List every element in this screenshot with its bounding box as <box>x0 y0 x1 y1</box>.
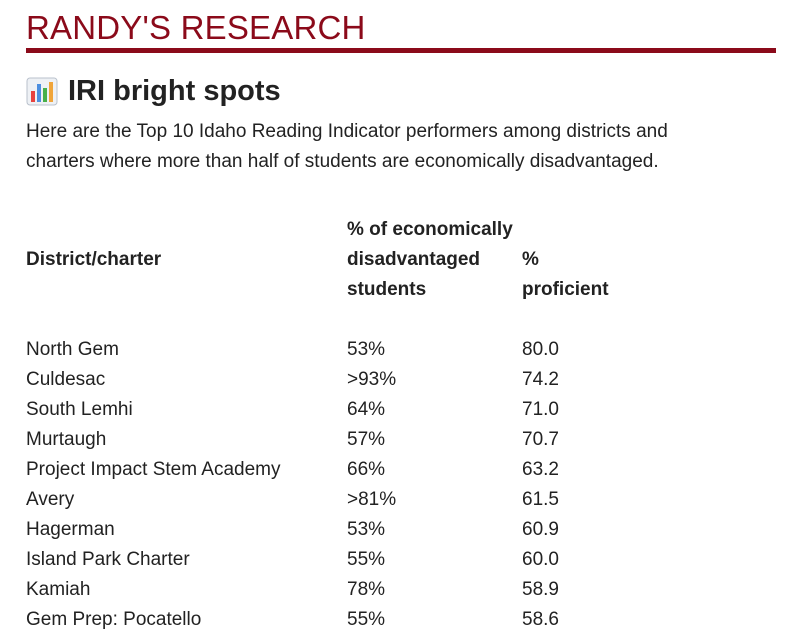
table-row: Hagerman 53% 60.9 <box>26 515 672 545</box>
cell-disadvantaged: >93% <box>347 369 397 390</box>
cell-district: North Gem <box>26 339 119 360</box>
table-row: Kamiah 78% 58.9 <box>26 575 672 605</box>
cell-disadvantaged: 66% <box>347 459 386 480</box>
cell-district: South Lemhi <box>26 399 133 420</box>
cell-proficient: 80.0 <box>522 339 559 360</box>
cell-proficient: 58.6 <box>522 609 559 630</box>
table-spacer-row <box>26 305 672 335</box>
table-body: North Gem 53% 80.0 Culdesac >93% 74.2 So… <box>26 335 672 635</box>
article-container: RANDY'S RESEARCH IRI bright spots Here a… <box>26 0 776 635</box>
cell-proficient: 60.9 <box>522 519 559 540</box>
cell-proficient: 70.7 <box>522 429 559 450</box>
cell-proficient: 61.5 <box>522 489 559 510</box>
cell-proficient: 71.0 <box>522 399 559 420</box>
intro-paragraph: Here are the Top 10 Idaho Reading Indica… <box>26 121 668 172</box>
bar-chart-icon <box>26 77 58 106</box>
table-row: Murtaugh 57% 70.7 <box>26 425 672 455</box>
table-row: Gem Prep: Pocatello 55% 58.6 <box>26 605 672 635</box>
cell-district: Island Park Charter <box>26 549 190 570</box>
cell-district: Murtaugh <box>26 429 107 450</box>
header-proficient: % proficient <box>522 215 672 305</box>
table-row: Project Impact Stem Academy 66% 63.2 <box>26 455 672 485</box>
cell-district: Project Impact Stem Academy <box>26 459 281 480</box>
cell-district: Hagerman <box>26 519 115 540</box>
cell-disadvantaged: 55% <box>347 549 386 570</box>
table-row: Culdesac >93% 74.2 <box>26 365 672 395</box>
cell-proficient: 60.0 <box>522 549 559 570</box>
cell-district: Kamiah <box>26 579 91 600</box>
header-proficient-spacer <box>522 215 672 245</box>
cell-district: Culdesac <box>26 369 106 390</box>
header-disadvantaged: % of economically disadvantaged students <box>347 215 522 305</box>
table-row: South Lemhi 64% 71.0 <box>26 395 672 425</box>
cell-disadvantaged: 53% <box>347 519 386 540</box>
table-row: Island Park Charter 55% 60.0 <box>26 545 672 575</box>
site-banner: RANDY'S RESEARCH <box>26 0 776 53</box>
table-row: Avery >81% 61.5 <box>26 485 672 515</box>
cell-proficient: 74.2 <box>522 369 559 390</box>
cell-disadvantaged: 53% <box>347 339 386 360</box>
header-disadvantaged-line1: % of economically <box>347 219 513 240</box>
cell-district: Avery <box>26 489 75 510</box>
cell-proficient: 58.9 <box>522 579 559 600</box>
header-disadvantaged-line2: disadvantaged <box>347 249 481 270</box>
cell-proficient: 63.2 <box>522 459 559 480</box>
page-title: IRI bright spots <box>68 75 281 107</box>
cell-district: Gem Prep: Pocatello <box>26 609 202 630</box>
header-proficient-line2: proficient <box>522 279 609 300</box>
header-district: District/charter <box>26 249 162 270</box>
cell-disadvantaged: 55% <box>347 609 386 630</box>
cell-disadvantaged: 64% <box>347 399 386 420</box>
table-row: North Gem 53% 80.0 <box>26 335 672 365</box>
cell-disadvantaged: >81% <box>347 489 397 510</box>
header-disadvantaged-line3: students <box>347 279 427 300</box>
bright-spots-table: District/charter % of economically disad… <box>26 215 672 635</box>
cell-disadvantaged: 57% <box>347 429 386 450</box>
site-title[interactable]: RANDY'S RESEARCH <box>26 9 366 46</box>
article-heading: IRI bright spots <box>26 71 776 111</box>
table-header-row: District/charter % of economically disad… <box>26 215 672 305</box>
cell-disadvantaged: 78% <box>347 579 386 600</box>
header-proficient-line1: % <box>522 249 539 270</box>
